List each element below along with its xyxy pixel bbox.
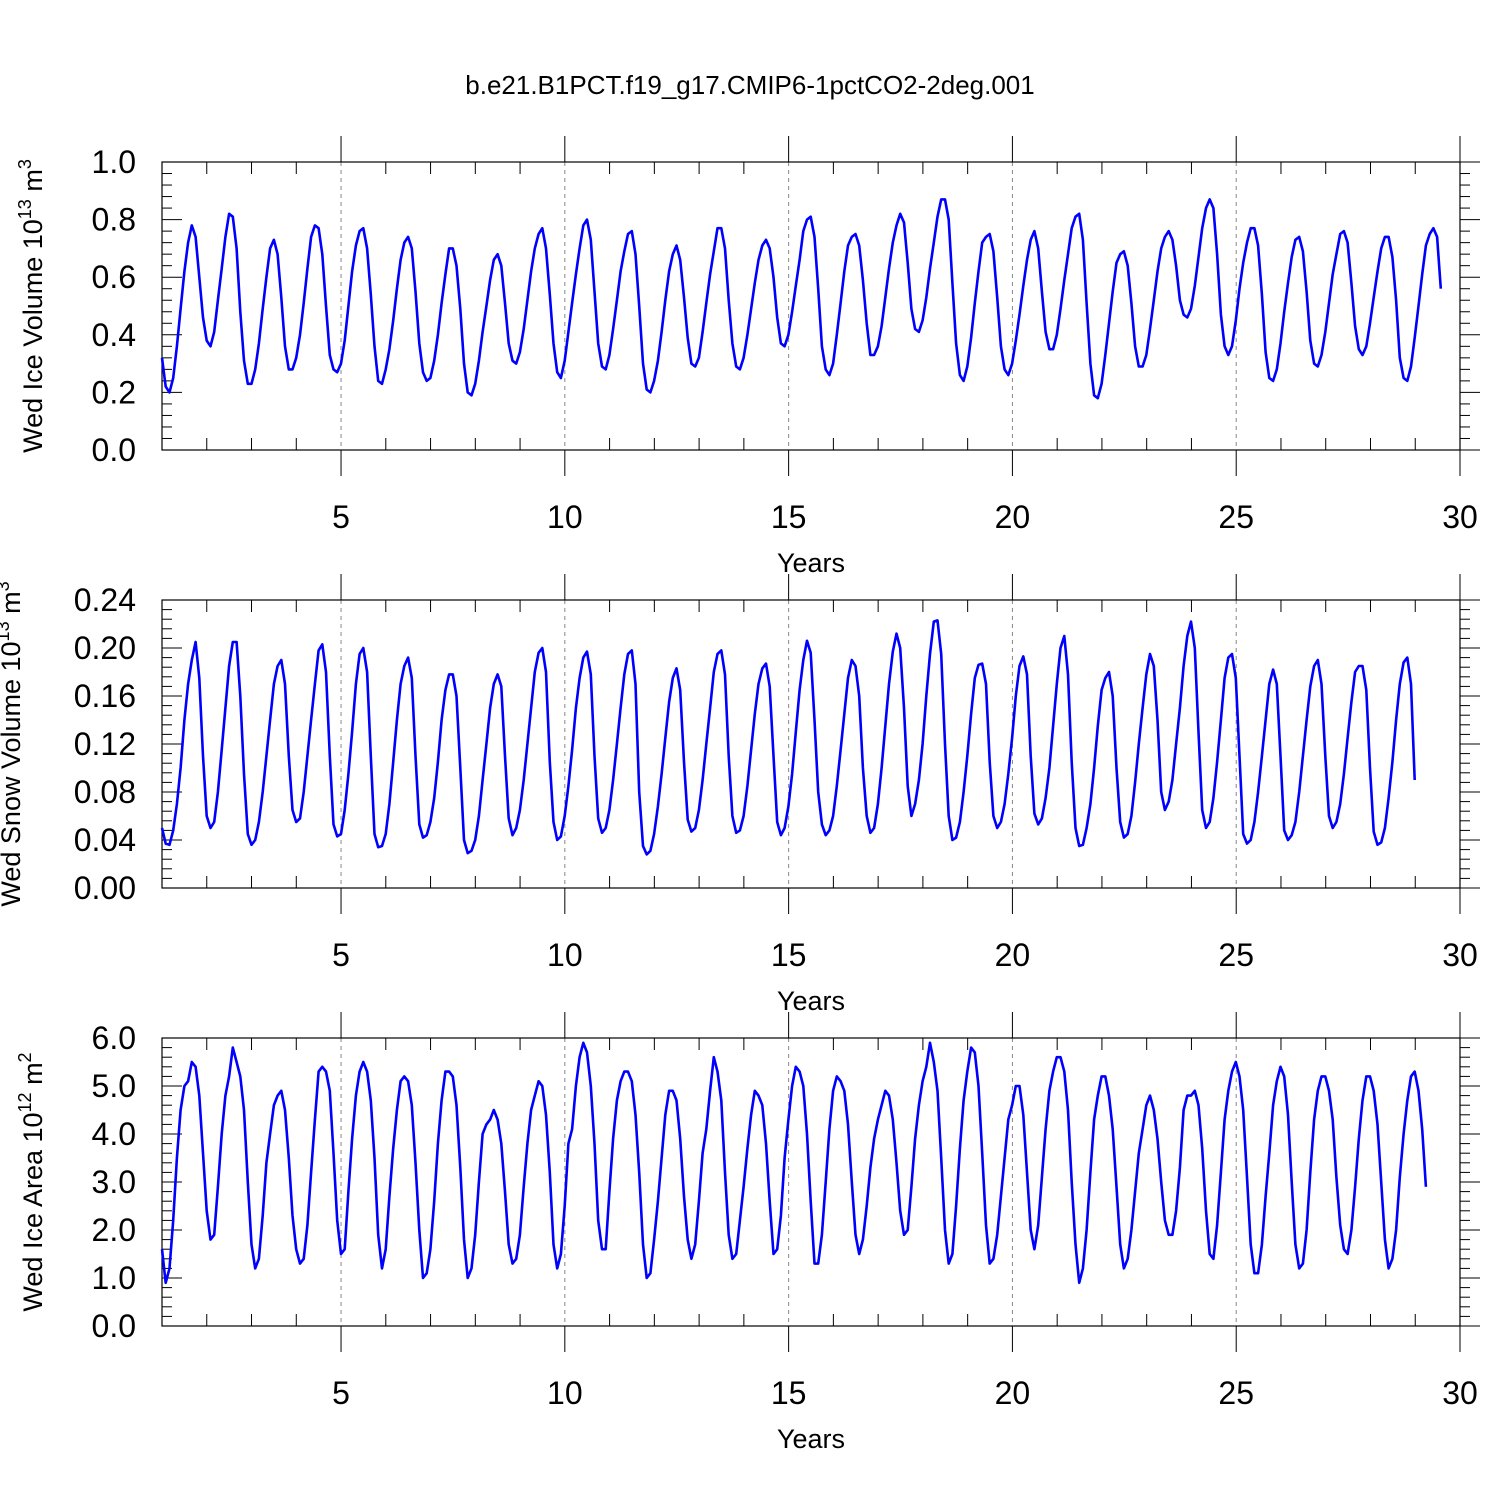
x-tick-label: 5 [332,937,350,973]
y-tick-label: 6.0 [92,1020,136,1056]
x-tick-label: 20 [995,1375,1031,1411]
y-tick-label: 0.2 [92,374,136,410]
y-tick-label: 3.0 [92,1164,136,1200]
x-tick-label: 15 [771,499,807,535]
y-tick-label: 0.08 [74,774,136,810]
x-tick-label: 10 [547,1375,583,1411]
x-tick-label: 5 [332,1375,350,1411]
y-tick-label: 1.0 [92,1260,136,1296]
chart-panel-2: 0.00 0.04 0.08 0.12 0.16 0.20 0.24 5 10 15 20 25 30 Y… [0,574,1480,1016]
x-tick-label: 30 [1442,1375,1478,1411]
y-tick-label: 2.0 [92,1212,136,1248]
x-tick-label: 10 [547,937,583,973]
series-line [160,1041,1428,1285]
plot-frame [161,1037,1461,1327]
x-tick-label: 15 [771,937,807,973]
plot-frame [161,599,1461,889]
series-line [160,619,1416,856]
x-tick-label: 25 [1218,499,1254,535]
y-tick-label: 1.0 [92,144,136,180]
y-tick-label: 5.0 [92,1068,136,1104]
chart-title: b.e21.B1PCT.f19_g17.CMIP6-1pctCO2-2deg.0… [465,70,1035,100]
x-tick-label: 20 [995,499,1031,535]
x-axis-label: Years [777,1424,845,1454]
x-tick-label: 15 [771,1375,807,1411]
x-axis-label: Years [777,548,845,578]
series-line [160,198,1443,400]
y-tick-label: 0.00 [74,870,136,906]
y-axis-label: Wed Snow Volume 1013 m3 [0,581,26,906]
y-tick-label: 0.0 [92,432,136,468]
chart-panel-1: 0.0 0.2 0.4 0.6 0.8 1.0 5 10 15 20 25 30 Years Wed Ic… [15,136,1480,578]
y-tick-label: 0.04 [74,822,136,858]
x-tick-label: 30 [1442,937,1478,973]
x-tick-label: 5 [332,499,350,535]
x-tick-label: 25 [1218,937,1254,973]
y-tick-label: 0.8 [92,202,136,238]
y-tick-label: 0.12 [74,726,136,762]
x-tick-label: 25 [1218,1375,1254,1411]
y-tick-label: 4.0 [92,1116,136,1152]
x-tick-label: 20 [995,937,1031,973]
y-tick-label: 0.0 [92,1308,136,1344]
y-tick-label: 0.6 [92,259,136,295]
y-tick-label: 0.24 [74,582,136,618]
chart-panel-3: 0.0 1.0 2.0 3.0 4.0 5.0 6.0 5 10 15 20 25 30 Years Wed… [15,1012,1480,1454]
y-axis-label: Wed Ice Area 1012 m2 [15,1052,48,1311]
y-tick-label: 0.16 [74,678,136,714]
plot-frame [161,161,1461,451]
y-axis-label: Wed Ice Volume 1013 m3 [15,159,48,453]
x-axis-label: Years [777,986,845,1016]
x-tick-label: 10 [547,499,583,535]
x-tick-label: 30 [1442,499,1478,535]
y-tick-label: 0.20 [74,630,136,666]
y-tick-label: 0.4 [92,317,136,353]
